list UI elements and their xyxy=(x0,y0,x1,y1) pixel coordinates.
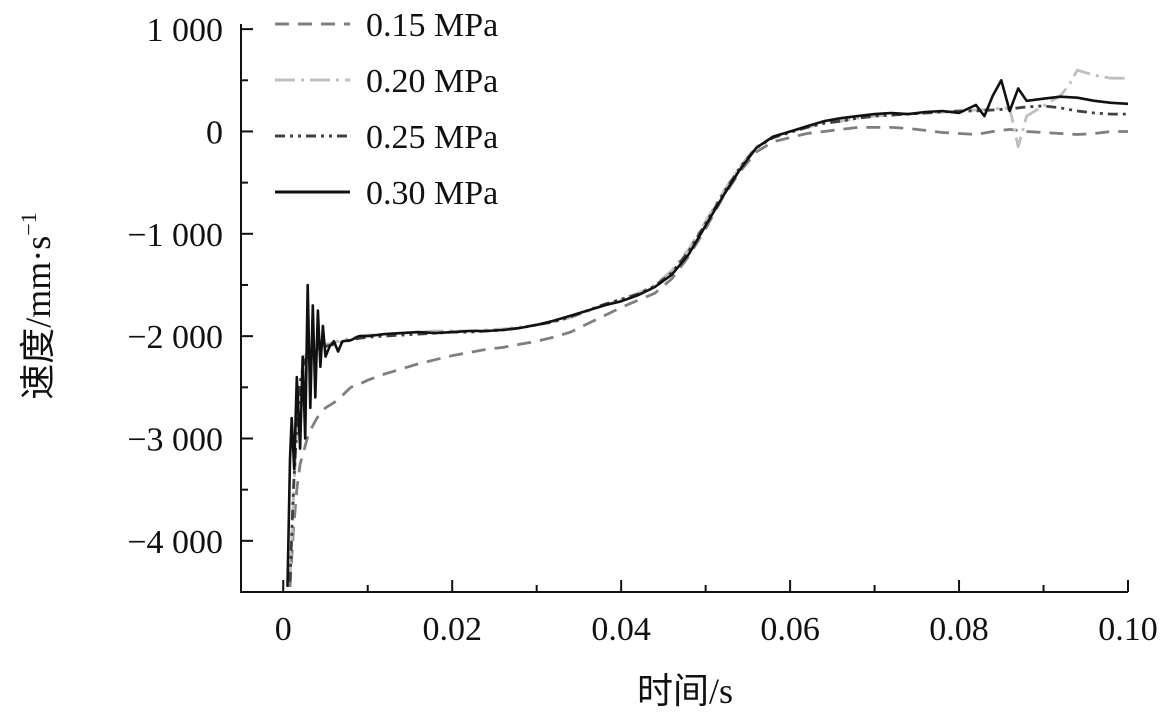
series-line-3 xyxy=(286,79,1129,587)
y-axis-title: 速度/mm·s−1 xyxy=(16,212,58,399)
axes-frame xyxy=(240,24,1128,593)
legend-label: 0.25 MPa xyxy=(366,119,498,156)
plot-area xyxy=(240,24,1129,593)
y-tick-label: −3 000 xyxy=(127,421,223,458)
series-layer xyxy=(286,68,1129,587)
x-tick-label: 0.08 xyxy=(929,611,989,648)
legend-label: 0.20 MPa xyxy=(366,63,498,100)
x-tick-label: 0 xyxy=(275,611,292,648)
x-tick-label: 0.06 xyxy=(760,611,820,648)
series-line-0 xyxy=(288,126,1128,587)
y-tick-label: −1 000 xyxy=(127,217,223,254)
y-axis: 1 000 0 −1 000 −2 000 −3 000 −4 000 xyxy=(127,12,253,561)
y-axis-title-superscript: −1 xyxy=(16,212,41,235)
y-tick-label: −2 000 xyxy=(127,319,223,356)
y-tick-label: 0 xyxy=(206,114,223,151)
x-tick-label: 0.10 xyxy=(1098,611,1158,648)
legend: 0.15 MPa 0.20 MPa 0.25 MPa 0.30 MPa xyxy=(275,7,498,212)
y-tick-label: −4 000 xyxy=(127,524,223,561)
x-tick-label: 0.02 xyxy=(422,611,482,648)
x-tick-label: 0.04 xyxy=(591,611,651,648)
legend-label: 0.15 MPa xyxy=(366,7,498,44)
y-tick-label: 1 000 xyxy=(147,12,224,49)
x-axis-title: 时间/s xyxy=(637,671,733,711)
legend-label: 0.30 MPa xyxy=(366,175,498,212)
x-axis: 0 0.02 0.04 0.06 0.08 0.10 xyxy=(275,580,1158,648)
y-axis-title-text: 速度/mm·s xyxy=(18,236,58,400)
